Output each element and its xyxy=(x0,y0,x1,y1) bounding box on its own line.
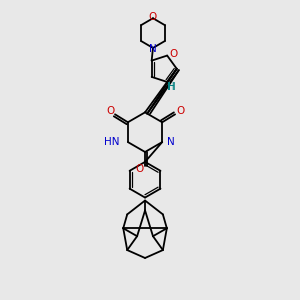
Text: HN: HN xyxy=(104,137,120,147)
Text: O: O xyxy=(176,106,184,116)
Text: O: O xyxy=(135,164,143,174)
Text: N: N xyxy=(149,44,157,54)
Text: N: N xyxy=(167,137,175,147)
Text: O: O xyxy=(169,49,177,58)
Text: O: O xyxy=(106,106,114,116)
Text: O: O xyxy=(149,12,157,22)
Text: H: H xyxy=(167,82,175,92)
Text: H: H xyxy=(168,82,176,92)
